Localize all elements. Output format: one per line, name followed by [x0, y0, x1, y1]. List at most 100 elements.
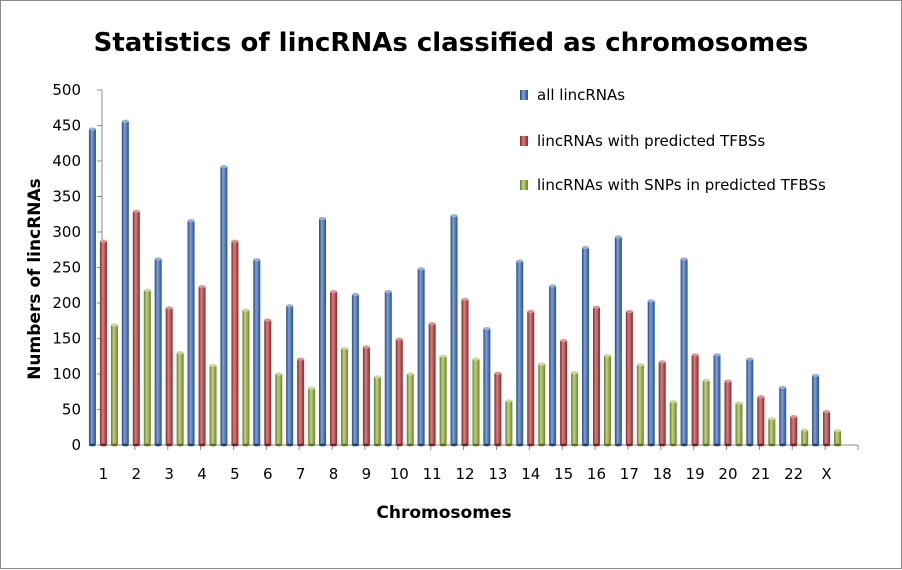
bar	[231, 239, 239, 447]
bar	[680, 257, 688, 447]
bar	[330, 290, 338, 447]
x-tick-label: 22	[784, 465, 803, 483]
bar	[99, 239, 107, 447]
bar	[658, 360, 666, 447]
bar	[395, 337, 403, 447]
y-tick-label: 150	[52, 330, 81, 348]
x-tick-label: 5	[230, 465, 240, 483]
x-tick-label: 14	[521, 465, 540, 483]
bar	[538, 362, 546, 447]
bar	[308, 386, 316, 447]
bar	[428, 321, 436, 447]
bar	[691, 353, 699, 447]
y-tick-label: 350	[52, 188, 81, 206]
legend-item: all lincRNAs	[520, 86, 625, 104]
bar	[724, 379, 732, 447]
bar	[319, 216, 327, 447]
legend-label: lincRNAs with predicted TFBSs	[537, 132, 765, 150]
x-tick-label: 4	[197, 465, 207, 483]
bar	[746, 357, 754, 447]
bars	[88, 119, 842, 447]
legend-swatch	[520, 136, 528, 146]
x-tick-label: 19	[686, 465, 705, 483]
bar	[494, 371, 502, 447]
bar	[823, 410, 831, 447]
bar	[571, 370, 579, 447]
bar	[516, 259, 524, 447]
y-tick-label: 100	[52, 365, 81, 383]
x-axis-title: Chromosomes	[376, 503, 511, 523]
bar	[801, 428, 809, 447]
bar	[757, 395, 765, 447]
bar	[812, 373, 820, 447]
y-tick-label: 300	[52, 223, 81, 241]
legend-swatch	[520, 180, 528, 190]
bar	[220, 165, 228, 447]
legend-label: all lincRNAs	[537, 86, 625, 104]
x-tick-label: 21	[751, 465, 770, 483]
bar	[735, 401, 743, 447]
bar	[132, 209, 140, 447]
bar	[790, 415, 798, 447]
y-axis-title: Numbers of lincRNAs	[25, 178, 45, 380]
y-tick-label: 400	[52, 152, 81, 170]
x-tick-label: 15	[554, 465, 573, 483]
bar	[669, 400, 677, 447]
bar	[647, 299, 655, 447]
bar	[483, 326, 491, 447]
bar	[143, 288, 151, 447]
bar	[417, 267, 425, 447]
bar	[384, 290, 392, 447]
bar	[253, 258, 261, 447]
y-tick-label: 0	[71, 436, 81, 454]
x-tick-label: 2	[132, 465, 142, 483]
legend: all lincRNAs lincRNAs with predicted TFBS…	[520, 86, 826, 194]
bar	[121, 119, 129, 447]
bar	[450, 214, 458, 447]
bar	[264, 318, 272, 447]
bar	[176, 351, 184, 447]
y-tick-label: 500	[52, 81, 81, 99]
x-tick-label: X	[821, 465, 831, 483]
x-tick-label: 17	[620, 465, 639, 483]
bar	[505, 399, 513, 447]
chart-title: Statistics of lincRNAs classified as chr…	[94, 28, 809, 58]
bar	[581, 246, 589, 447]
bar	[834, 429, 842, 447]
x-tick-label: 7	[296, 465, 306, 483]
x-tick-label: 9	[362, 465, 372, 483]
bar	[275, 372, 283, 447]
x-tick-label: 20	[718, 465, 737, 483]
x-tick-label: 12	[455, 465, 474, 483]
bar	[373, 375, 381, 447]
bar	[768, 417, 776, 447]
bar	[779, 385, 787, 447]
y-tick-label: 450	[52, 117, 81, 135]
y-tick-label: 200	[52, 294, 81, 312]
bar	[341, 346, 349, 447]
bar	[603, 353, 611, 447]
bar	[461, 297, 469, 447]
legend-item: lincRNAs with SNPs in predicted TFBSs	[520, 176, 826, 194]
bar	[297, 357, 305, 447]
y-tick-label: 50	[62, 401, 81, 419]
bar	[625, 309, 633, 447]
bar	[88, 127, 96, 447]
x-tick-label: 1	[99, 465, 109, 483]
bar	[209, 363, 217, 447]
bar	[702, 378, 710, 447]
x-tick-label: 13	[488, 465, 507, 483]
bar	[592, 305, 600, 447]
bar	[198, 285, 206, 447]
bar	[614, 235, 622, 447]
bar	[351, 292, 359, 447]
bar	[406, 372, 414, 447]
bar	[527, 309, 535, 447]
x-tick-label: 10	[390, 465, 409, 483]
x-tick-label: 18	[653, 465, 672, 483]
legend-swatch	[520, 90, 528, 100]
x-tick-label: 11	[423, 465, 442, 483]
